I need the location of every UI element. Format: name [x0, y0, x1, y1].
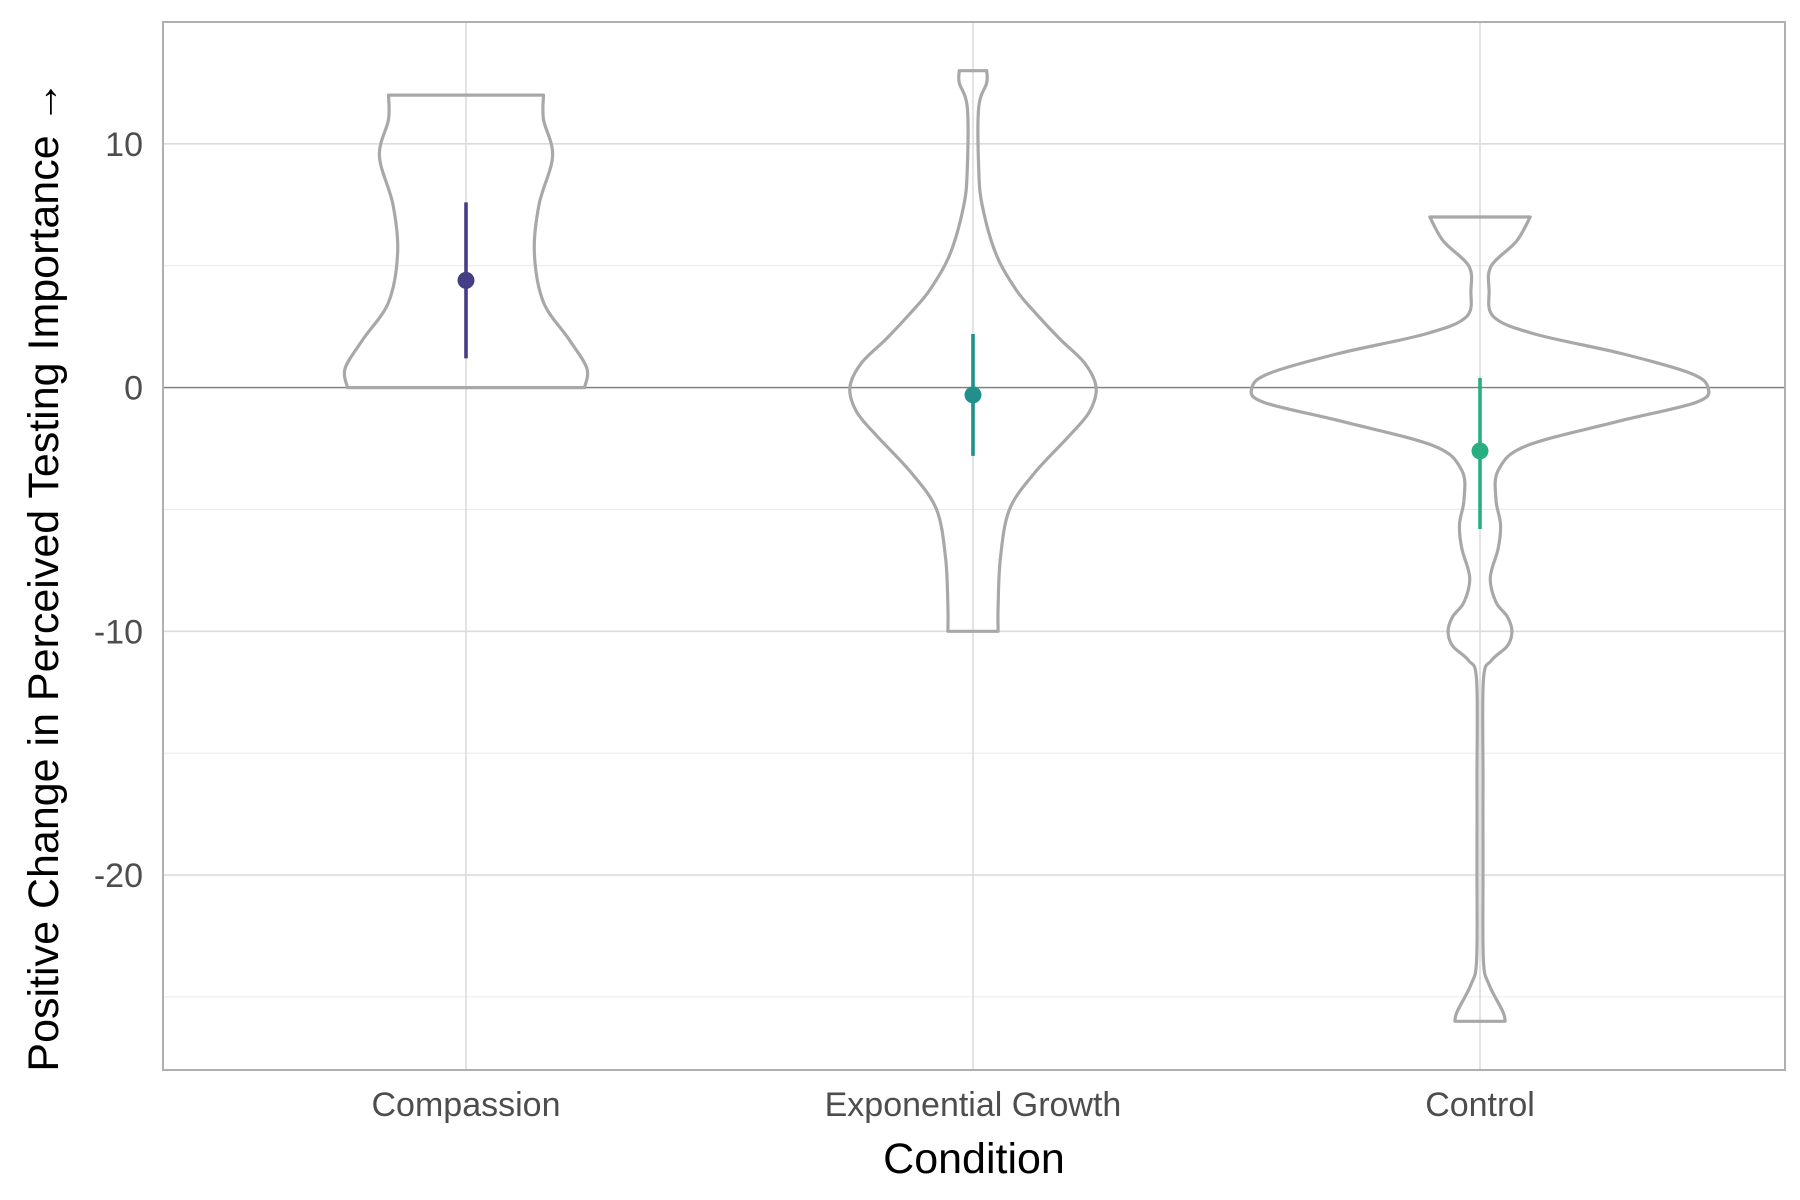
x-tick-label: Compassion [372, 1086, 561, 1124]
y-axis-title: Positive Change in Perceived Testing Imp… [20, 80, 68, 1071]
y-axis-tick-labels: 10 0 -10 -20 [94, 126, 143, 895]
violin-layer [342, 69, 1711, 1023]
mean-point-compassion [457, 271, 475, 289]
x-axis-tick-labels: Compassion Exponential Growth Control [372, 1086, 1535, 1124]
y-tick-label: -10 [94, 613, 143, 651]
x-tick-label: Exponential Growth [825, 1086, 1122, 1124]
mean-point-exponential-growth [964, 386, 982, 404]
grid-layer [163, 22, 1785, 1070]
y-tick-label: 0 [124, 370, 143, 408]
plot-panel-border [162, 21, 1786, 1071]
x-tick-label: Control [1425, 1086, 1535, 1124]
violin-control [1249, 215, 1711, 1023]
violin-compassion [342, 93, 590, 390]
mean-point-control [1471, 442, 1489, 460]
y-tick-label: -20 [94, 857, 143, 895]
violin-exponential-growth [848, 69, 1098, 633]
mean-point-layer [457, 202, 1489, 529]
x-axis-title: Condition [883, 1135, 1065, 1183]
y-tick-label: 10 [105, 126, 143, 164]
